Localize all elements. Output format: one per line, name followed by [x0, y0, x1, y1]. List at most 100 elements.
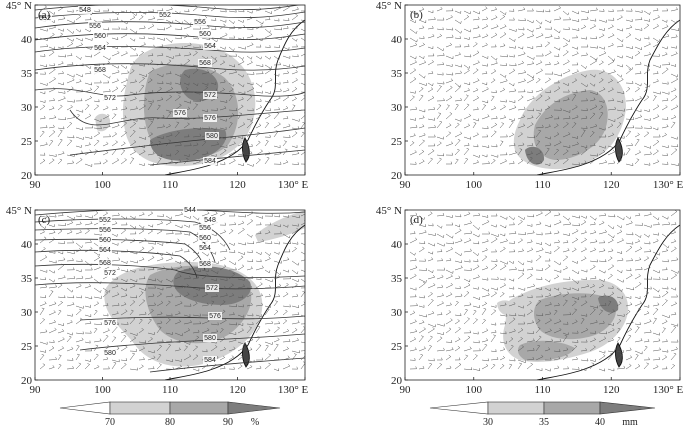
wind-barb: [39, 331, 47, 334]
wind-barb-feather: [229, 95, 233, 97]
wind-barb-feather: [131, 309, 134, 312]
wind-barb-feather: [126, 249, 129, 252]
wind-barb-feather: [559, 291, 562, 295]
wind-barb: [228, 251, 236, 253]
wind-barb: [409, 10, 417, 15]
wind-barb: [48, 78, 56, 84]
wind-barb: [75, 339, 84, 343]
wind-barb: [75, 37, 83, 42]
wind-barb-feather: [308, 108, 309, 110]
wind-barb: [454, 28, 461, 34]
wind-barb: [598, 338, 607, 343]
wind-barb: [589, 277, 597, 280]
wind-barb: [57, 310, 62, 316]
wind-barb-feather: [179, 340, 181, 343]
wind-barb: [39, 364, 46, 370]
wind-barb: [544, 295, 551, 298]
wind-barb-feather: [96, 104, 99, 107]
wind-barb: [463, 269, 472, 271]
wind-barb: [102, 330, 110, 334]
wind-barb: [219, 46, 226, 50]
wind-barb-feather: [250, 16, 253, 19]
wind-barb-feather: [252, 108, 254, 111]
wind-barb: [535, 152, 542, 156]
wind-barb: [499, 141, 504, 147]
wind-barb-feather: [62, 151, 65, 154]
wind-barb: [291, 350, 300, 354]
wind-barb-feather: [576, 141, 579, 145]
wind-barb-feather: [448, 131, 451, 134]
contour-label: 576: [104, 320, 116, 327]
wind-barb: [120, 132, 127, 138]
wind-barb-feather: [619, 139, 622, 142]
wind-barb: [625, 349, 632, 352]
wind-barb: [129, 353, 135, 361]
contour-label-background: [208, 312, 222, 320]
wind-barb: [544, 251, 552, 254]
wind-barb: [517, 96, 524, 102]
wind-barb: [544, 19, 551, 24]
wind-barb: [264, 322, 273, 325]
wind-barb-feather: [170, 284, 172, 288]
wind-barb: [219, 34, 228, 39]
wind-barb-feather: [76, 353, 80, 355]
wind-barb: [192, 255, 200, 262]
wind-barb-feather: [224, 286, 226, 289]
wind-barb-feather: [450, 78, 453, 81]
wind-barb: [589, 91, 598, 95]
wind-barb: [84, 215, 93, 219]
wind-barb: [93, 323, 102, 325]
wind-barb: [616, 141, 622, 147]
wind-barb-feather: [547, 41, 550, 44]
wind-barb-feather: [675, 34, 678, 37]
wind-barb: [463, 149, 470, 156]
wind-barb-feather: [611, 337, 614, 341]
wind-barb: [255, 367, 262, 370]
contour-label: 576: [174, 110, 186, 117]
wind-barb: [75, 44, 83, 48]
contour-label-background: [103, 94, 117, 102]
wind-barb: [246, 220, 253, 226]
wind-barb-feather: [117, 302, 120, 306]
wind-barb: [300, 251, 305, 255]
wind-barb: [120, 304, 127, 307]
wind-barb-feather: [604, 51, 607, 54]
wind-barb-feather: [95, 344, 98, 347]
wind-barb-feather: [629, 245, 633, 248]
wind-barb: [490, 145, 498, 148]
y-tick-label: 35: [391, 68, 403, 80]
wind-barb: [210, 213, 218, 217]
wind-barb-feather: [541, 294, 543, 297]
wind-barb-feather: [61, 263, 64, 266]
wind-barb-feather: [441, 357, 443, 361]
wind-barb-feather: [478, 34, 481, 37]
wind-barb-feather: [485, 6, 488, 9]
wind-barb: [571, 136, 578, 139]
wind-barb-feather: [170, 216, 172, 220]
wind-barb: [147, 242, 156, 245]
wind-barb: [571, 215, 580, 219]
wind-barb: [445, 143, 453, 147]
wind-barb: [75, 81, 82, 84]
wind-barb-feather: [136, 53, 138, 56]
wind-barb: [409, 321, 417, 325]
wind-barb: [436, 224, 442, 229]
contour-label: 576: [204, 115, 216, 122]
wind-barb: [138, 10, 146, 15]
wind-barb: [580, 314, 587, 317]
wind-barb: [237, 256, 244, 262]
wind-barb: [93, 141, 100, 147]
wind-barb: [445, 132, 451, 138]
wind-barb-feather: [306, 90, 307, 92]
wind-barb: [282, 27, 289, 30]
wind-barb-feather: [253, 71, 255, 75]
wind-barb-feather: [268, 17, 271, 20]
wind-barb: [300, 73, 305, 76]
y-tick-label: 30: [391, 307, 403, 319]
wind-barb-feather: [133, 61, 136, 64]
wind-barb-feather: [181, 21, 183, 25]
wind-barb-feather: [106, 105, 109, 108]
wind-barb: [427, 224, 434, 227]
wind-barb-feather: [666, 248, 668, 251]
wind-barb: [616, 109, 625, 112]
